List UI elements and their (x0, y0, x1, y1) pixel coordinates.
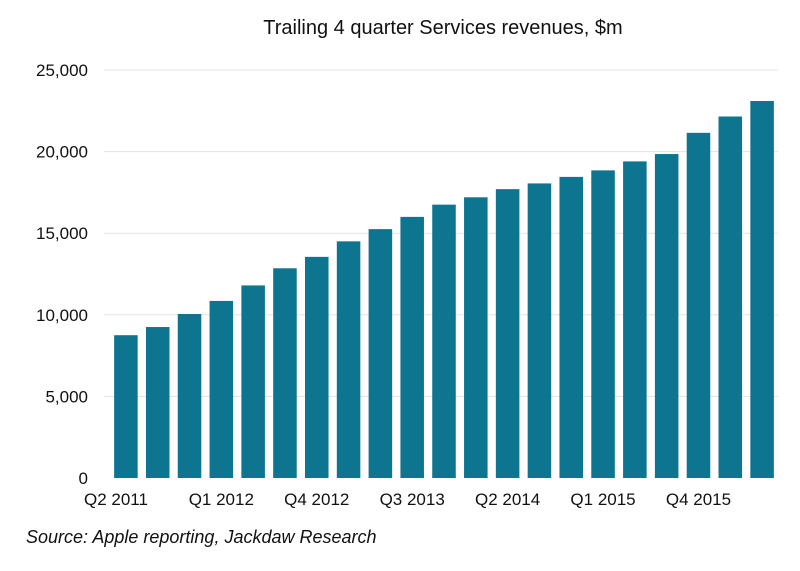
x-tick-label: Q1 2012 (189, 490, 254, 509)
bar (145, 327, 170, 478)
bar (464, 197, 488, 478)
x-tick-label: Q3 2013 (380, 490, 445, 509)
bar (750, 101, 774, 479)
bar (241, 285, 265, 478)
bar (304, 256, 329, 478)
bar (273, 268, 297, 478)
bar (336, 241, 361, 478)
source-note: Source: Apple reporting, Jackdaw Researc… (26, 527, 377, 547)
bars (114, 101, 774, 479)
x-tick-label: Q4 2012 (284, 490, 349, 509)
bar (718, 116, 743, 479)
x-tick-label: Q2 2011 (84, 490, 148, 509)
y-tick-label: 0 (79, 469, 88, 488)
y-tick-label: 25,000 (36, 61, 88, 80)
bar (591, 170, 615, 479)
x-tick-label: Q4 2015 (666, 490, 731, 509)
y-tick-label: 5,000 (45, 387, 88, 406)
x-axis-ticks: Q2 2011 Q1 2012 Q4 2012 Q3 2013 Q2 2014 Q1 20… (84, 490, 731, 509)
y-tick-label: 20,000 (36, 143, 88, 162)
y-tick-label: 10,000 (36, 306, 88, 325)
bar (114, 335, 138, 478)
bar (432, 204, 456, 478)
bar (654, 154, 679, 478)
bar (368, 229, 393, 478)
bar (559, 176, 584, 478)
bar (686, 132, 711, 478)
y-tick-label: 15,000 (36, 224, 88, 243)
chart-title: Trailing 4 quarter Services revenues, $m (263, 17, 622, 39)
x-tick-label: Q2 2014 (475, 490, 540, 509)
bar (495, 189, 520, 479)
x-tick-label: Q1 2015 (570, 490, 635, 509)
bar (400, 216, 424, 478)
y-axis-ticks: 0 5,000 10,000 15,000 20,000 25,000 (36, 61, 88, 488)
bar (209, 300, 234, 478)
bar (177, 313, 202, 478)
bar (527, 183, 552, 478)
bar (623, 161, 647, 478)
